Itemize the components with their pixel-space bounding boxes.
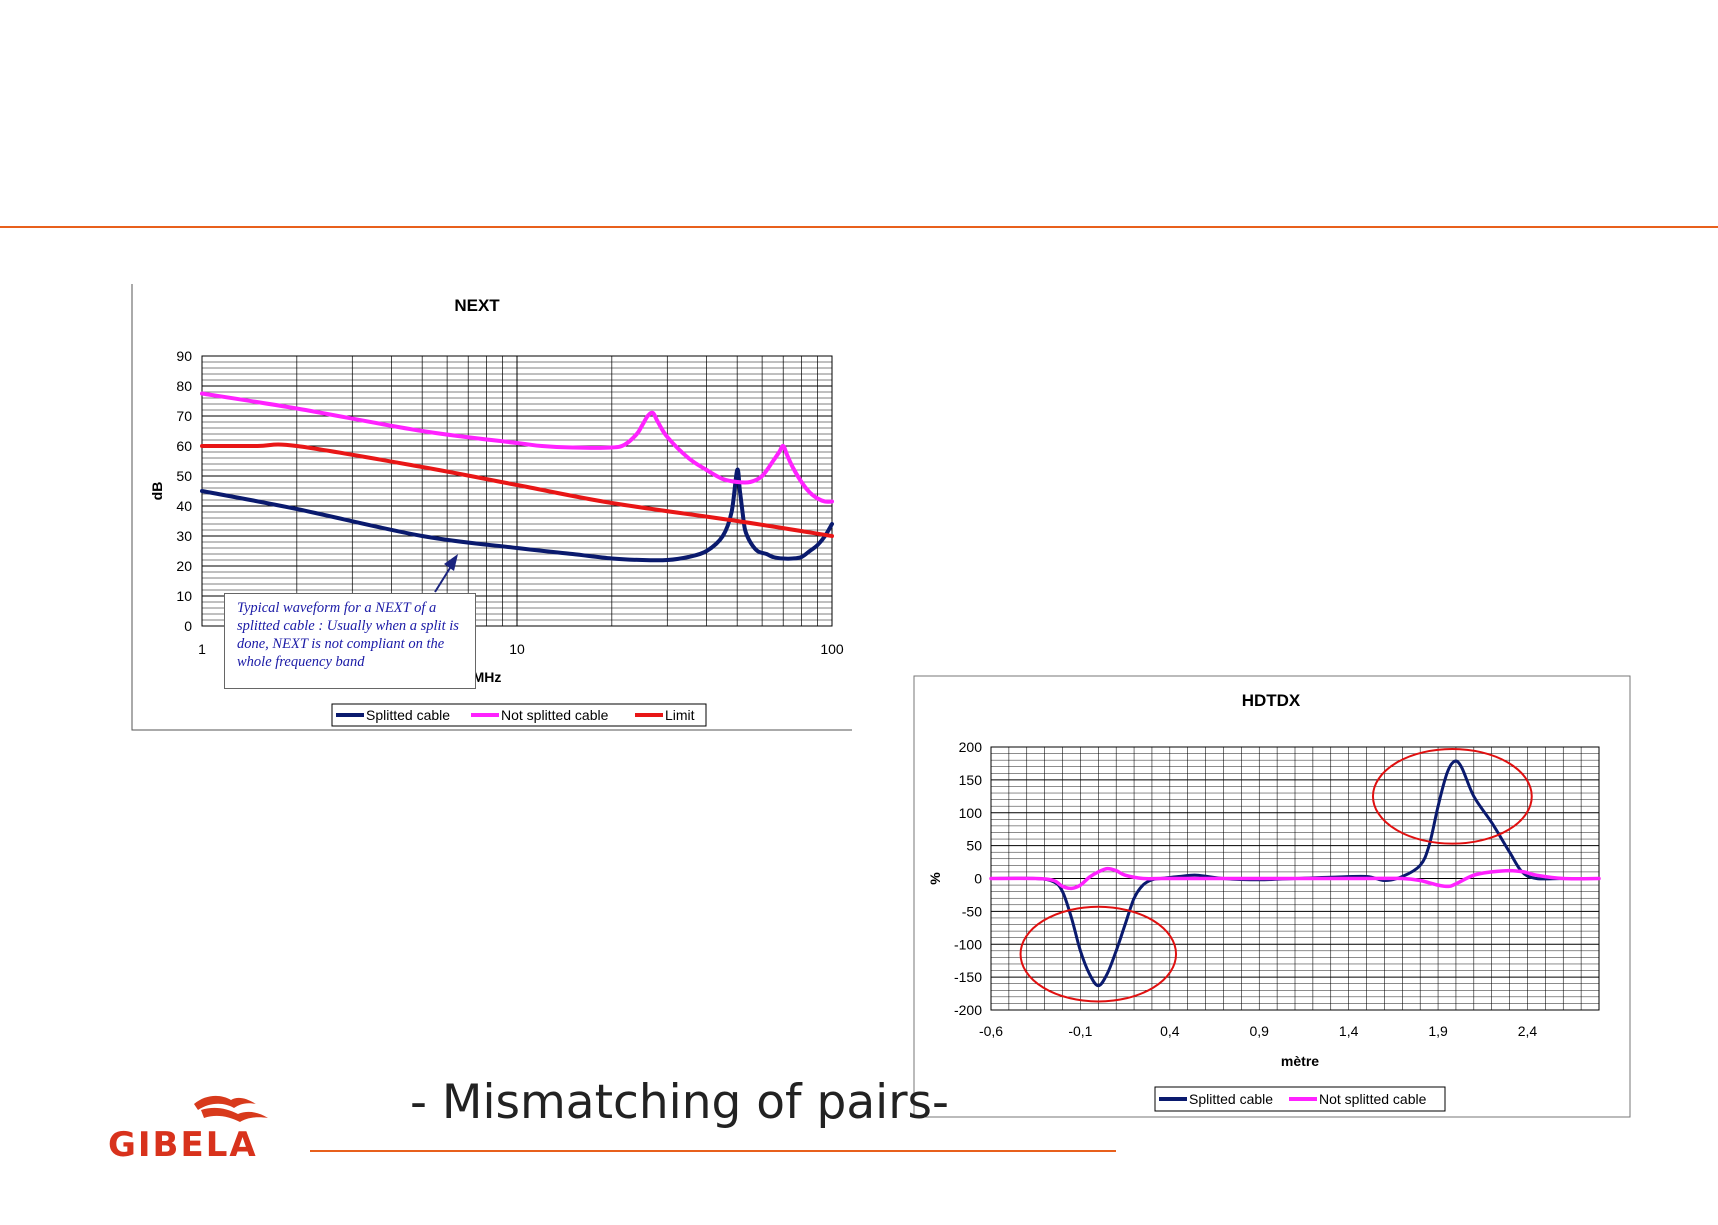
- next-series-line-2: [200, 442, 834, 538]
- next-x-tick-label: 1: [198, 641, 206, 657]
- next-y-tick-label: 30: [176, 528, 192, 544]
- hdtdx-y-tick-label: 200: [959, 739, 983, 755]
- hdtdx-y-tick-label: -100: [954, 936, 982, 952]
- next-chart-frame: [131, 284, 852, 731]
- next-legend-box: [331, 703, 707, 727]
- next-y-tick-label: 90: [176, 348, 192, 364]
- next-legend-label-0: Splitted cable: [366, 707, 450, 723]
- hdtdx-x-tick-label: -0,6: [979, 1023, 1003, 1039]
- next-series-line-1: [200, 391, 834, 504]
- hdtdx-y-tick-label: 0: [974, 871, 982, 887]
- next-y-tick-label: 70: [176, 408, 192, 424]
- hdtdx-chart: HDTDX mètre% -200 -150 -100 -50 0 50 100 150 200 -0…: [913, 675, 1631, 1118]
- hdtdx-legend-label-1: Not splitted cable: [1319, 1091, 1427, 1107]
- next-y-tick-label: 0: [184, 618, 192, 634]
- hdtdx-x-tick-label: 1,9: [1428, 1023, 1448, 1039]
- hdtdx-y-tick-label: -150: [954, 969, 982, 985]
- next-chart: NEXT MHz dB 0 10 20 30 40 50 60 70 80 90 1 10 100 Splitt…: [131, 284, 852, 731]
- next-y-tick-label: 50: [176, 468, 192, 484]
- gibela-logo: GIBELA: [108, 1095, 268, 1160]
- hdtdx-legend-label-0: Splitted cable: [1189, 1091, 1273, 1107]
- slide-title: - Mismatching of pairs-: [410, 1075, 949, 1130]
- next-y-tick-label: 60: [176, 438, 192, 454]
- hdtdx-highlight-ellipse-1: [1371, 747, 1533, 845]
- header-divider-line: [0, 226, 1718, 228]
- next-x-tick-label: 100: [820, 641, 844, 657]
- next-chart-title: NEXT: [454, 296, 500, 315]
- hdtdx-x-tick-label: -0,1: [1068, 1023, 1092, 1039]
- next-legend-label-2: Limit: [665, 707, 695, 723]
- hdtdx-highlight-ellipse-0: [1019, 905, 1178, 1003]
- hdtdx-y-tick-label: 100: [959, 805, 983, 821]
- next-y-tick-label: 20: [176, 558, 192, 574]
- hdtdx-x-axis-label: mètre: [1281, 1053, 1319, 1069]
- next-x-tick-label: 10: [509, 641, 525, 657]
- next-annotation-arrowhead: [444, 554, 458, 571]
- hdtdx-y-tick-label: -50: [962, 903, 982, 919]
- next-y-axis-label: dB: [149, 482, 165, 501]
- hdtdx-x-tick-label: 1,4: [1339, 1023, 1359, 1039]
- next-y-tick-label: 40: [176, 498, 192, 514]
- svg-text:GIBELA: GIBELA: [108, 1125, 258, 1160]
- hdtdx-y-tick-label: 50: [966, 838, 982, 854]
- hdtdx-series-line-1: [989, 866, 1601, 891]
- footer-divider-line: [310, 1150, 1116, 1152]
- next-annotation-box: Typical waveform for a NEXT of a splitte…: [224, 593, 476, 689]
- next-legend-label-1: Not splitted cable: [501, 707, 609, 723]
- next-annotation-text: Typical waveform for a NEXT of a splitte…: [237, 600, 459, 670]
- next-y-tick-label: 80: [176, 378, 192, 394]
- hdtdx-x-tick-label: 0,4: [1160, 1023, 1180, 1039]
- hdtdx-y-tick-label: 150: [959, 772, 983, 788]
- hdtdx-x-tick-label: 2,4: [1518, 1023, 1538, 1039]
- next-x-axis-label: MHz: [473, 669, 502, 685]
- hdtdx-chart-title: HDTDX: [1242, 691, 1301, 710]
- next-y-tick-label: 10: [176, 588, 192, 604]
- hdtdx-x-tick-label: 0,9: [1250, 1023, 1270, 1039]
- hdtdx-y-tick-label: -200: [954, 1002, 982, 1018]
- hdtdx-y-axis-label: %: [927, 872, 943, 885]
